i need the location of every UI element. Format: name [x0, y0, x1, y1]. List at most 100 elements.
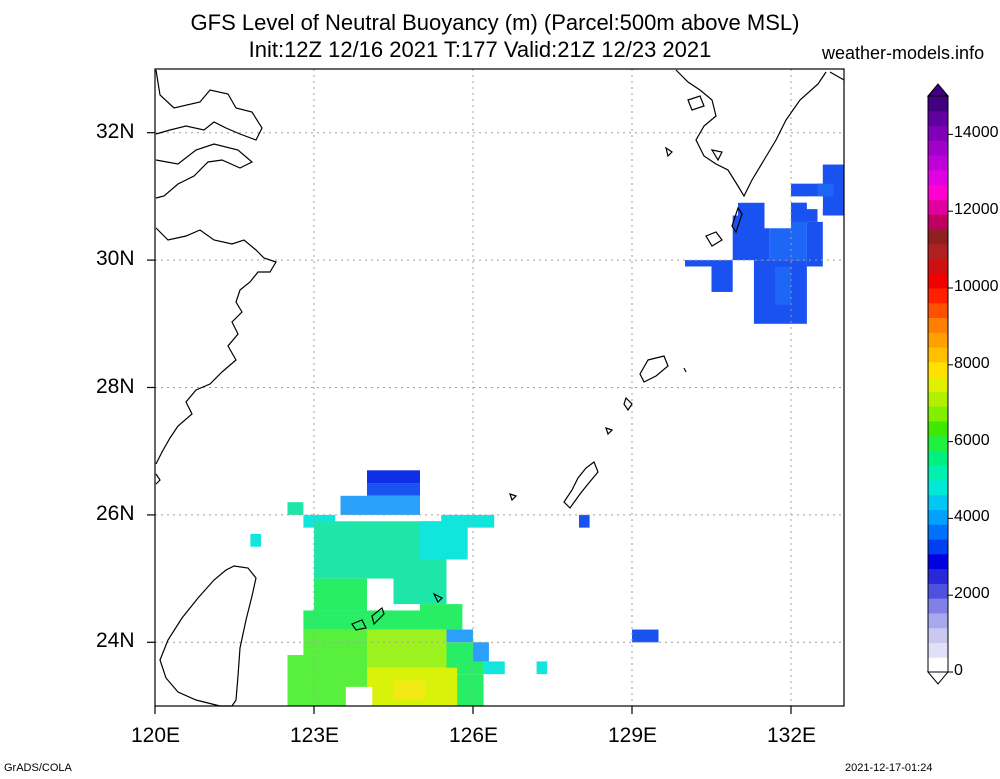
field-gap-2	[764, 196, 791, 229]
colorbar-swatch-35	[928, 140, 948, 156]
colorbar-swatch-29	[928, 228, 948, 245]
field-cell-14	[536, 661, 548, 675]
colorbar-label: 10000	[954, 278, 999, 295]
colorbar-swatch-5	[928, 583, 948, 599]
y-tick-label: 32N	[96, 119, 135, 143]
colorbar-swatch-1	[928, 642, 948, 658]
colorbar-swatch-15	[928, 435, 948, 451]
colorbar-label: 0	[954, 662, 963, 679]
colorbar-frame	[927, 95, 949, 673]
colorbar-label: 6000	[954, 431, 990, 449]
colorbar-swatch-13	[928, 465, 948, 481]
colorbar-swatch-23	[928, 317, 948, 333]
colorbar-swatch-17	[928, 406, 948, 422]
y-tick-label: 28N	[96, 374, 135, 398]
island-f	[665, 146, 673, 158]
colorbar-label: 12000	[954, 201, 999, 219]
colorbar-label: 4000	[954, 508, 990, 526]
taiwan-coastline	[159, 565, 257, 707]
colorbar-swatch-36	[928, 125, 948, 141]
x-tick-label: 123E	[290, 724, 340, 747]
japan-islands-n	[687, 71, 845, 162]
colorbar-label: 14000	[954, 124, 999, 142]
china-coast-south	[155, 227, 277, 465]
island-e	[432, 592, 444, 604]
colorbar-swatch-34	[928, 155, 948, 171]
field-cell-10	[817, 183, 834, 197]
field-gap-3	[806, 196, 823, 210]
colorbar-swatch-27	[928, 258, 948, 274]
colorbar-swatch-37	[928, 110, 948, 127]
field-cell-12	[579, 514, 590, 528]
miyako-islands	[351, 606, 385, 631]
colorbar-swatch-6	[928, 568, 948, 584]
tanegashima	[731, 206, 743, 234]
field-cell-0	[685, 260, 712, 267]
colorbar-swatch-31	[928, 199, 948, 215]
field-cell-37	[393, 680, 426, 700]
colorbar-swatch-19	[928, 376, 948, 392]
field-cell-16	[367, 483, 420, 496]
field-cell-13	[632, 629, 659, 643]
colorbar-swatch-22	[928, 332, 948, 348]
field-cell-15	[367, 470, 420, 484]
china-coast-bottom	[155, 473, 161, 485]
colorbar-swatch-33	[928, 169, 948, 186]
coastlines	[155, 69, 845, 707]
y-tick-label: 26N	[96, 501, 135, 525]
colorbar-swatch-8	[928, 539, 948, 555]
kyushu-coastline	[675, 69, 827, 198]
x-tick-label: 132E	[767, 724, 817, 747]
colorbar-label: 2000	[954, 585, 990, 603]
field-cell-25	[393, 559, 447, 605]
china-coastline	[155, 69, 263, 141]
colorbar	[926, 83, 953, 685]
colorbar-label: 8000	[954, 354, 990, 372]
y-tick-label: 24N	[96, 629, 135, 653]
colorbar-swatch-26	[928, 273, 948, 289]
field-cell-30	[367, 629, 447, 668]
colorbar-swatch-28	[928, 243, 948, 259]
colorbar-swatch-0	[928, 657, 948, 673]
field-cell-18	[287, 502, 304, 515]
colorbar-swatch-12	[928, 480, 948, 496]
colorbar-swatch-11	[928, 494, 948, 511]
lnb-field	[250, 164, 844, 706]
x-tick-label: 126E	[449, 724, 499, 747]
island-d	[683, 367, 687, 373]
field-cell-31	[446, 629, 473, 643]
colorbar-swatch-18	[928, 391, 948, 407]
y-tick-label: 30N	[96, 247, 135, 271]
field-cell-8	[791, 183, 823, 197]
field-gap-0	[367, 578, 394, 605]
footer-right: 2021-12-17-01:24	[845, 762, 933, 774]
colorbar-swatch-38	[928, 96, 948, 112]
field-cell-1	[711, 260, 733, 292]
field-cell-23	[441, 514, 495, 528]
x-tick-label: 129E	[608, 724, 658, 747]
colorbar-swatch-10	[928, 509, 948, 525]
colorbar-swatch-20	[928, 361, 948, 378]
colorbar-swatch-16	[928, 420, 948, 437]
colorbar-swatch-9	[928, 524, 948, 540]
field-cell-34	[483, 661, 505, 675]
site-label: weather-models.info	[822, 43, 985, 63]
field-cell-19	[250, 534, 261, 547]
colorbar-swatch-24	[928, 302, 948, 319]
colorbar-swatch-25	[928, 288, 948, 304]
colorbar-swatch-30	[928, 214, 948, 230]
field-cell-33	[473, 642, 489, 662]
field-cell-38	[457, 674, 484, 706]
chart-title-line1: GFS Level of Neutral Buoyancy (m) (Parce…	[190, 10, 800, 35]
field-cell-2	[732, 215, 770, 261]
amami-island	[639, 355, 669, 383]
colorbar-arrow-high	[926, 83, 950, 97]
field-cell-17	[340, 495, 420, 515]
grid-lines	[155, 69, 844, 706]
footer-left: GrADS/COLA	[4, 762, 72, 774]
island-b	[605, 427, 614, 436]
colorbar-swatch-4	[928, 598, 948, 614]
colorbar-arrow-low	[926, 671, 950, 685]
okinawa-island	[563, 461, 599, 509]
